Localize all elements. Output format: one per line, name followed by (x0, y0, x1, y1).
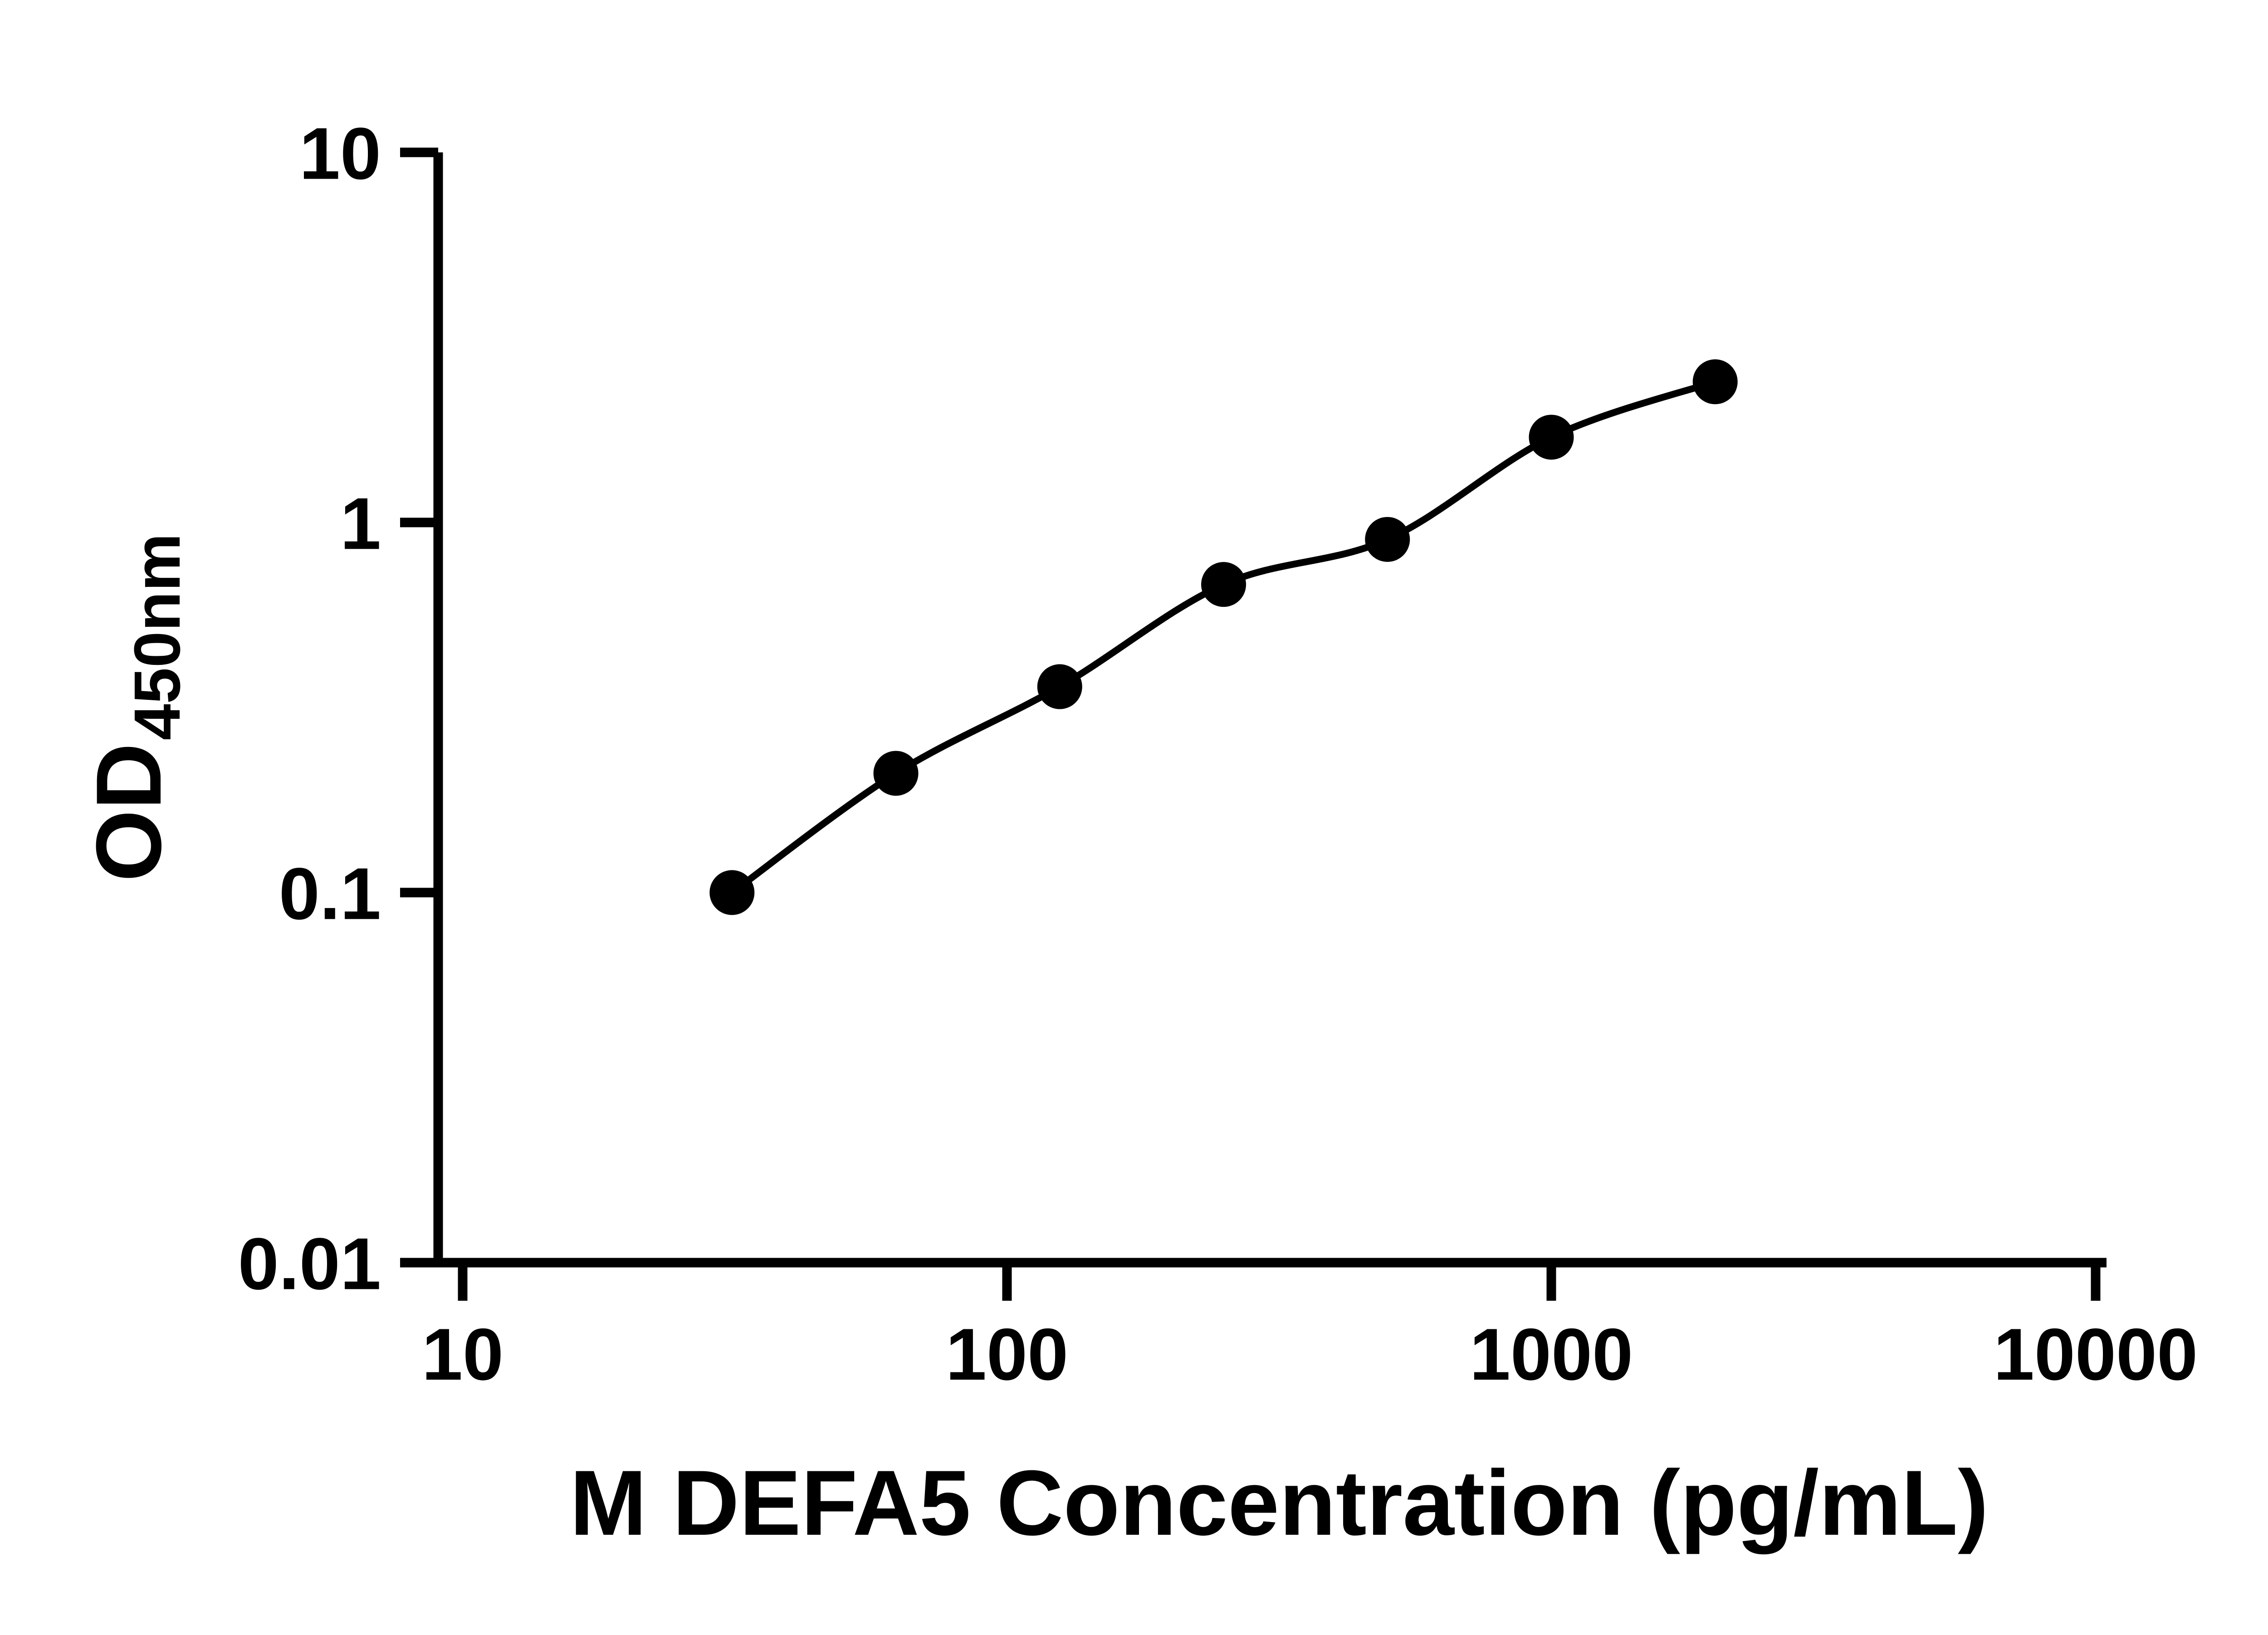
y-tick-label: 0.01 (238, 1223, 381, 1305)
fit-curve (730, 378, 1716, 896)
x-tick-label: 10000 (1994, 1313, 2198, 1396)
y-axis-title-subscript: 450nm (121, 533, 194, 740)
plot-area: 10 100 1000 10000 0.01 0.1 1 10 (238, 112, 2198, 1396)
x-axis-title: M DEFA5 Concentration (pg/mL) (570, 1451, 1989, 1555)
y-axis-title: OD450nm (77, 533, 194, 882)
data-point-marker (709, 870, 755, 915)
x-tick-label: 100 (946, 1313, 1068, 1396)
x-tick-label: 1000 (1470, 1313, 1633, 1396)
y-tick-label: 10 (299, 112, 381, 195)
data-point-marker (1201, 562, 1246, 607)
data-point-marker (1037, 664, 1082, 709)
data-point-marker (1692, 359, 1738, 405)
y-tick-label: 0.1 (279, 853, 381, 935)
data-point-marker (1365, 517, 1410, 562)
data-point-marker (1529, 415, 1574, 460)
y-tick-label: 1 (340, 483, 381, 565)
y-axis-title-main: OD (77, 743, 181, 882)
x-tick-label: 10 (422, 1313, 503, 1396)
data-point-marker (873, 751, 919, 796)
